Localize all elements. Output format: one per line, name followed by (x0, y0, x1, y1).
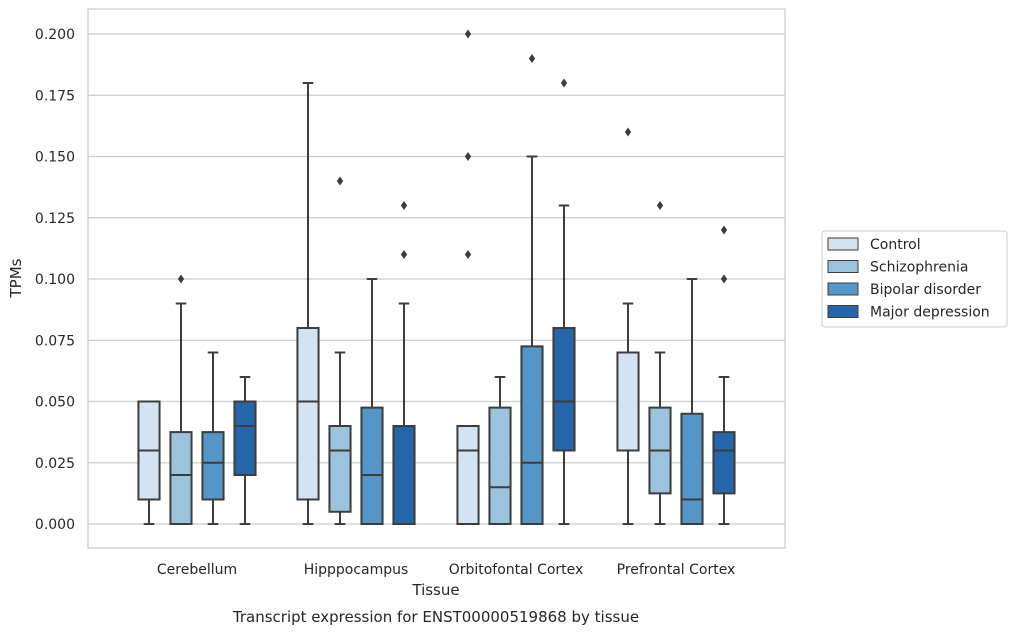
outlier-point (656, 201, 664, 210)
outlier-point (528, 54, 536, 63)
outlier-point (177, 274, 185, 284)
box-schizophrenia (169, 274, 193, 525)
x-tick-label: Prefrontal Cortex (617, 562, 736, 578)
outlier-point (464, 152, 472, 161)
chart-title: Transcript expression for ENST0000051986… (232, 608, 639, 626)
legend-frame (821, 230, 1008, 328)
plot-frame (87, 8, 786, 549)
box-body (712, 431, 736, 495)
y-tick-label: 0.025 (35, 456, 75, 472)
box-major-depression (392, 201, 416, 525)
x-axis-label: Tissue (411, 581, 459, 599)
box-bipolar-disorder (520, 54, 544, 525)
outlier-point (720, 225, 728, 235)
legend-label: Major depression (870, 305, 990, 321)
box-body (488, 406, 512, 525)
box-major-depression (233, 376, 257, 525)
outlier-point (560, 78, 568, 88)
box-control (456, 29, 480, 525)
box-control (137, 400, 161, 525)
outlier-point (464, 29, 472, 39)
box-major-depression (712, 225, 736, 525)
y-tick-label: 0.125 (35, 211, 75, 227)
box-body (456, 425, 480, 525)
x-tick-labels: Cerebellum Hipppocampus Orbitofontal Corte… (157, 562, 735, 578)
legend-label: Bipolar disorder (870, 282, 981, 298)
legend-swatch (827, 282, 859, 296)
box-body (233, 400, 257, 476)
outlier-point (464, 250, 472, 259)
box-bipolar-disorder (680, 278, 704, 525)
box-body (328, 425, 352, 513)
box-control (616, 127, 640, 525)
box-schizophrenia (328, 176, 352, 525)
boxes (137, 29, 736, 525)
box-body (392, 425, 416, 525)
y-tick-label: 0.075 (35, 333, 75, 349)
box-body (169, 431, 193, 525)
y-tick-label: 0.200 (35, 27, 75, 43)
y-tick-label: 0.050 (35, 395, 75, 411)
x-tick-label: Cerebellum (157, 562, 237, 578)
legend-label: Schizophrenia (870, 260, 968, 276)
box-body (552, 327, 576, 452)
x-tick-label: Orbitofontal Cortex (449, 562, 584, 578)
legend-swatch (827, 305, 859, 318)
outlier-point (624, 127, 632, 137)
box-bipolar-disorder (201, 351, 225, 525)
outlier-point (720, 274, 728, 284)
box-body (520, 345, 544, 525)
legend-label: Control (870, 237, 921, 253)
y-tick-labels: 0.000 0.025 0.050 0.075 0.100 0.125 0.150 0.175… (35, 27, 75, 533)
box-body (201, 431, 225, 501)
outlier-point (336, 176, 344, 186)
y-tick-label: 0.150 (35, 150, 75, 166)
box-body (616, 351, 640, 452)
y-tick-label: 0.000 (35, 517, 75, 533)
box-bipolar-disorder (360, 278, 384, 525)
box-control (296, 82, 320, 525)
legend-swatch (827, 260, 859, 273)
y-axis-label: TPMs (7, 258, 25, 298)
y-tick-label: 0.100 (35, 272, 75, 288)
legend: Control Schizophrenia Bipolar disorder Majo… (821, 230, 1008, 328)
y-tick-label: 0.175 (35, 88, 75, 104)
box-major-depression (552, 78, 576, 525)
outlier-point (400, 250, 408, 259)
legend-swatch (827, 237, 859, 251)
outlier-point (400, 201, 408, 210)
box-schizophrenia (488, 376, 512, 525)
box-schizophrenia (648, 201, 672, 525)
box-body (296, 327, 320, 501)
box-body (360, 406, 384, 525)
x-tick-label: Hipppocampus (304, 562, 409, 578)
box-body (680, 412, 704, 525)
